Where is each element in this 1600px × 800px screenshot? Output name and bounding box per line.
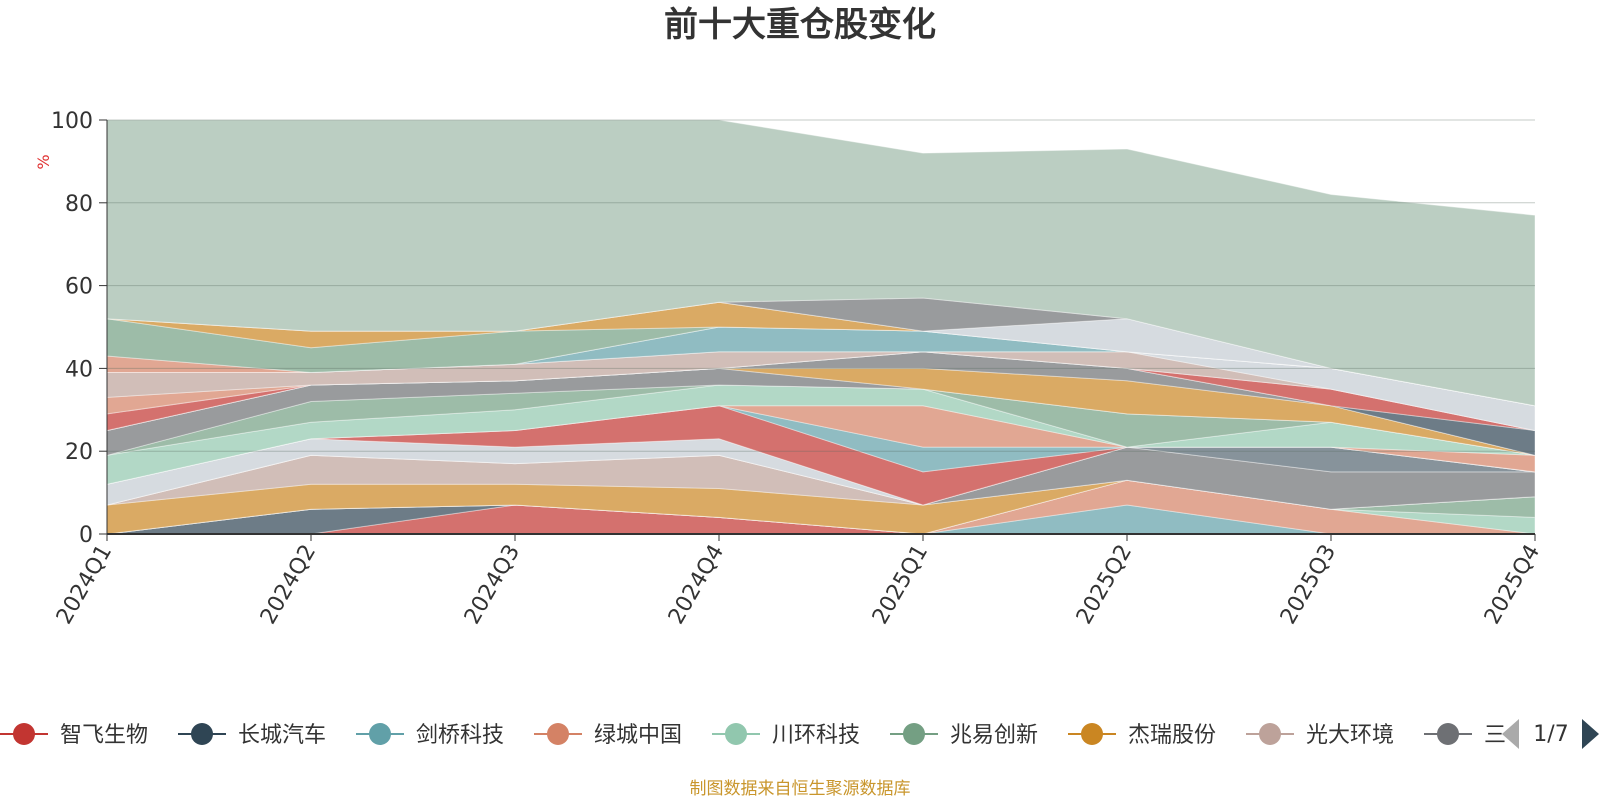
legend-label: 川环科技 — [772, 723, 860, 748]
legend-label: 长城汽车 — [238, 723, 326, 748]
legend-pager: 1/7 — [1502, 719, 1599, 749]
legend-item[interactable]: 川环科技 — [712, 723, 860, 748]
legend-item[interactable]: 绿城中国 — [534, 723, 682, 748]
y-tick-label: 100 — [51, 109, 93, 134]
x-tick-label: 2025Q3 — [1276, 541, 1341, 629]
x-tick-label: 2024Q1 — [52, 541, 117, 629]
legend-marker-icon — [725, 723, 747, 745]
legend-marker-icon — [369, 723, 391, 745]
legend-item[interactable]: 兆易创新 — [890, 723, 1038, 748]
legend-item[interactable]: 智飞生物 — [0, 723, 148, 748]
legend-marker-icon — [1081, 723, 1103, 745]
x-tick-label: 2024Q3 — [460, 541, 525, 629]
legend-item[interactable]: 光大环境 — [1246, 723, 1394, 748]
y-tick-label: 40 — [65, 357, 93, 382]
chart-title: 前十大重仓股变化 — [664, 5, 936, 45]
data-source-note: 制图数据来自恒生聚源数据库 — [690, 779, 911, 799]
legend-item[interactable]: 剑桥科技 — [356, 723, 504, 748]
x-tick-label: 2025Q2 — [1072, 541, 1137, 629]
legend-marker-icon — [547, 723, 569, 745]
area-series-20 — [106, 351, 1536, 456]
legend-marker-icon — [13, 723, 35, 745]
legend-page-indicator: 1/7 — [1533, 722, 1568, 747]
legend-label: 剑桥科技 — [416, 723, 504, 748]
legend: 智飞生物 长城汽车 剑桥科技 绿城中国 川环科技 兆易创新 杰瑞股份 光大环境 三 — [0, 723, 1506, 748]
legend-label: 三 — [1484, 723, 1506, 748]
legend-marker-icon — [1259, 723, 1281, 745]
x-tick-label: 2024Q4 — [664, 541, 729, 629]
legend-item[interactable]: 杰瑞股份 — [1068, 723, 1216, 748]
legend-item[interactable]: 三 — [1424, 723, 1506, 748]
area-series-31 — [106, 119, 1536, 407]
legend-label: 光大环境 — [1306, 723, 1394, 748]
y-axis-unit: % — [34, 154, 53, 169]
legend-label: 杰瑞股份 — [1128, 723, 1216, 748]
y-tick-label: 20 — [65, 440, 93, 465]
legend-marker-icon — [191, 723, 213, 745]
legend-prev-icon[interactable] — [1502, 719, 1519, 749]
x-tick-label: 2025Q1 — [868, 541, 933, 629]
y-tick-label: 60 — [65, 275, 93, 300]
plot-areas — [106, 119, 1536, 535]
legend-item[interactable]: 长城汽车 — [178, 723, 326, 748]
grid-lines — [107, 119, 1535, 452]
x-tick-label: 2025Q4 — [1480, 541, 1545, 629]
legend-marker-icon — [1437, 723, 1459, 745]
legend-label: 兆易创新 — [950, 723, 1038, 748]
legend-next-icon[interactable] — [1582, 719, 1599, 749]
legend-marker-icon — [903, 723, 925, 745]
legend-label: 智飞生物 — [60, 723, 148, 748]
area-series-9 — [106, 446, 1536, 510]
x-tick-label: 2024Q2 — [256, 541, 321, 629]
legend-label: 绿城中国 — [594, 723, 682, 748]
y-tick-label: 80 — [65, 192, 93, 217]
y-tick-label: 0 — [79, 523, 93, 548]
